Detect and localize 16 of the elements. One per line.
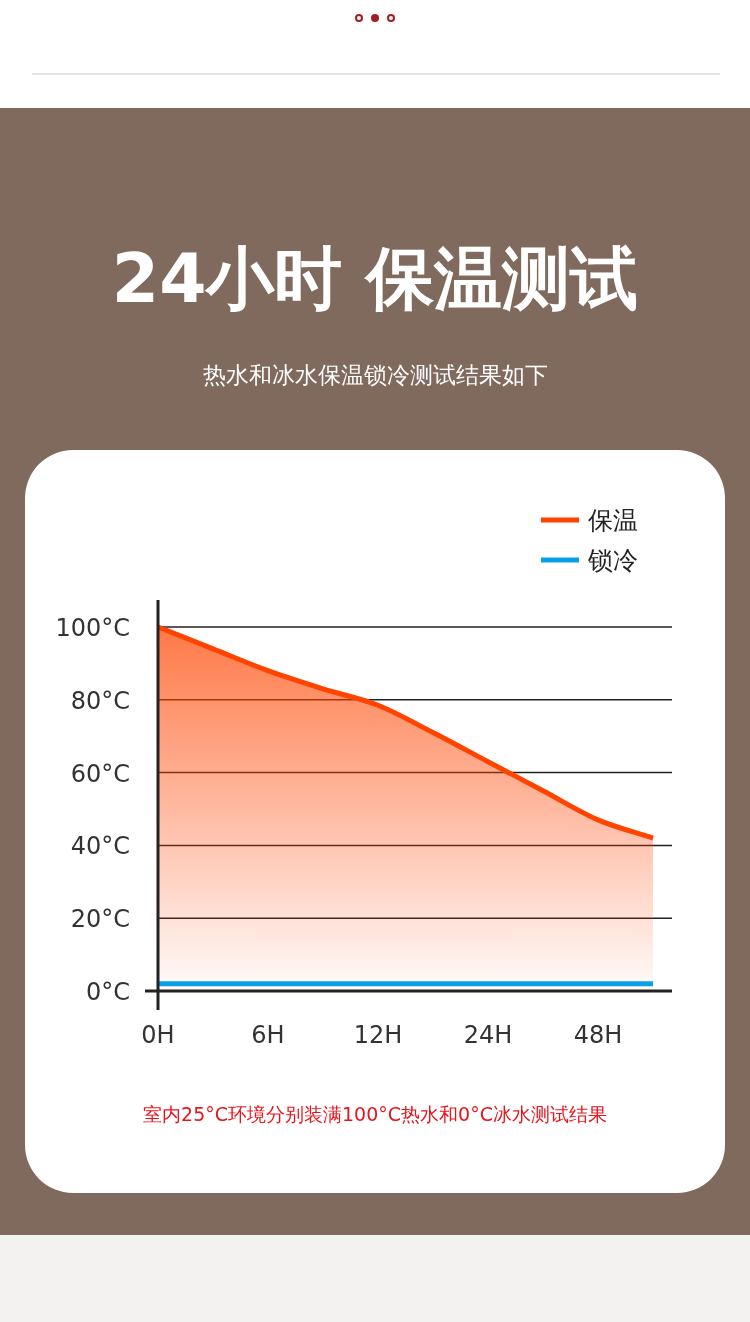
- x-tick-label: 0H: [141, 1021, 175, 1049]
- y-tick-label: 100°C: [55, 614, 130, 642]
- chart-title: 24小时 保温测试: [111, 239, 639, 318]
- y-tick-label: 20°C: [70, 905, 130, 934]
- text: 室内25°C环境分别装满100°C热水和0°C冰水测试结果: [143, 1103, 607, 1125]
- y-tick-label: 40°C: [70, 832, 130, 861]
- y-tick-label: 80°C: [70, 686, 130, 715]
- legend-label: 保温: [588, 506, 638, 535]
- x-tick-label: 12H: [353, 1021, 403, 1049]
- y-tick-label: 60°C: [70, 759, 130, 788]
- x-tick-label: 24H: [463, 1021, 513, 1049]
- y-tick-label: 0°C: [85, 978, 130, 1006]
- x-tick-label: 6H: [251, 1021, 285, 1049]
- legend-label: 锁冷: [587, 546, 638, 575]
- chart-subtitle: 热水和冰水保温锁冷测试结果如下: [202, 362, 548, 388]
- x-tick-label: 48H: [573, 1021, 623, 1049]
